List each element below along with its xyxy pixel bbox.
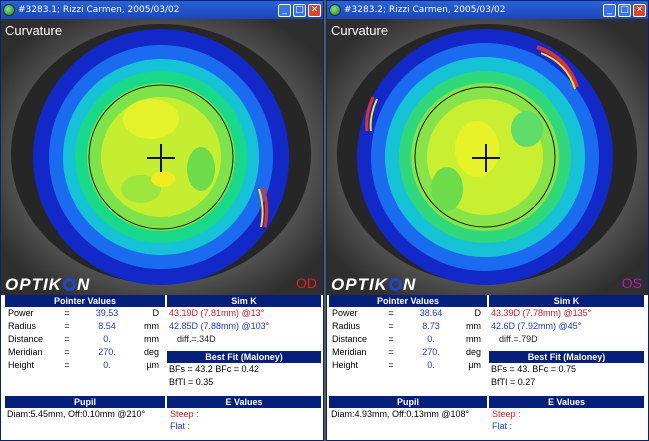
best-fit-bfs: BFs = 43.2 BFc = 0.42 (169, 364, 260, 374)
curvature-map-image (327, 19, 648, 295)
window-titlebar[interactable]: #3283.2; Rizzi Carmen, 2005/03/02 _ □ ✕ (327, 1, 648, 19)
pointer-row-radius: Radius = 8.73 mm (332, 321, 481, 331)
values-panels: Pointer Values Power = 38.64 D Radius = 8.73 m… (327, 295, 648, 440)
pointer-row-meridian: Meridian = 270. deg (8, 347, 159, 357)
curvature-map-image (1, 19, 323, 295)
panel-header: Sim K (167, 295, 321, 307)
panel-header: Sim K (489, 295, 644, 307)
eye-label: OD (296, 275, 317, 291)
e-values-steep: Steep : (492, 409, 521, 419)
pupil-text: Diam:5.45mm, Off:0.10mm @210° (7, 409, 146, 419)
minimize-button[interactable]: _ (278, 3, 291, 17)
curvature-map[interactable]: Curvature OPTIK N OS (327, 19, 648, 295)
e-values-panel: E Values Steep : Flat : (489, 396, 644, 436)
map-type-label: Curvature (5, 23, 63, 38)
close-button[interactable]: ✕ (308, 3, 321, 17)
simk-flat: 42.6D (7.92mm) @45° (491, 321, 582, 331)
map-type-label: Curvature (331, 23, 389, 38)
e-values-flat: Flat : (492, 421, 513, 431)
panel-header: Pointer Values (329, 295, 487, 307)
pointer-row-power: Power = 39.53 D (8, 308, 159, 318)
close-button[interactable]: ✕ (633, 3, 646, 17)
pointer-row-height: Height = 0. µm (8, 360, 159, 370)
brand-logo: OPTIK N (331, 275, 417, 294)
minimize-button[interactable]: _ (603, 3, 616, 17)
topography-window-od[interactable]: #3283.1; Rizzi Carmen, 2005/03/02 _ □ ✕ (0, 0, 324, 441)
panel-header: Pupil (329, 396, 487, 408)
curvature-map[interactable]: Curvature OPTIK N OD (1, 19, 323, 295)
pupil-text: Diam:4.93mm, Off:0.13mm @108° (331, 409, 470, 419)
pupil-panel: Pupil Diam:5.45mm, Off:0.10mm @210° (5, 396, 165, 426)
topography-window-os[interactable]: #3283.2; Rizzi Carmen, 2005/03/02 _ □ ✕ (326, 0, 649, 441)
pointer-row-distance: Distance = 0. mm (8, 334, 159, 344)
maximize-button[interactable]: □ (293, 3, 306, 17)
panel-header: Best Fit (Maloney) (489, 351, 644, 363)
simk-steep: 43.19D (7.81mm) @13° (169, 308, 265, 318)
eye-label: OS (621, 275, 642, 291)
best-fit-bfs: BFs = 43. BFc = 0.75 (491, 364, 577, 374)
simk-panel: Sim K 43.19D (7.81mm) @13° 42.85D (7.88m… (167, 295, 321, 349)
pointer-row-distance: Distance = 0. mm (332, 334, 481, 344)
panel-header: E Values (167, 396, 321, 408)
pointer-values-panel: Pointer Values Power = 39.53 D Radius = 8.54 m… (5, 295, 165, 387)
best-fit-bfti: BfTI = 0.27 (491, 377, 536, 387)
pointer-values-panel: Pointer Values Power = 38.64 D Radius = 8.73 m… (329, 295, 487, 387)
simk-diff: diff.=.79D (499, 334, 538, 344)
pointer-row-height: Height = 0. µm (332, 360, 481, 370)
brand-logo: OPTIK N (5, 275, 91, 294)
window-title: #3283.1; Rizzi Carmen, 2005/03/02 (18, 5, 180, 15)
pointer-row-power: Power = 38.64 D (332, 308, 481, 318)
values-panels: Pointer Values Power = 39.53 D Radius = 8.54 m… (1, 295, 323, 440)
simk-diff: diff.=.34D (177, 334, 216, 344)
window-titlebar[interactable]: #3283.1; Rizzi Carmen, 2005/03/02 _ □ ✕ (1, 1, 323, 19)
best-fit-panel: Best Fit (Maloney) BFs = 43.2 BFc = 0.42… (167, 351, 321, 391)
window-title: #3283.2; Rizzi Carmen, 2005/03/02 (344, 5, 506, 15)
maximize-button[interactable]: □ (618, 3, 631, 17)
e-values-panel: E Values Steep : Flat : (167, 396, 321, 436)
panel-header: Best Fit (Maloney) (167, 351, 321, 363)
pointer-row-radius: Radius = 8.54 mm (8, 321, 159, 331)
pointer-row-meridian: Meridian = 270. deg (332, 347, 481, 357)
panel-header: E Values (489, 396, 644, 408)
simk-panel: Sim K 43.39D (7.78mm) @135° 42.6D (7.92m… (489, 295, 644, 349)
panel-header: Pupil (5, 396, 165, 408)
e-values-flat: Flat : (170, 421, 191, 431)
pupil-panel: Pupil Diam:4.93mm, Off:0.13mm @108° (329, 396, 487, 426)
simk-flat: 42.85D (7.88mm) @103° (169, 321, 270, 331)
e-values-steep: Steep : (170, 409, 199, 419)
app-icon (329, 4, 341, 16)
best-fit-bfti: BfTI = 0.35 (169, 377, 214, 387)
simk-steep: 43.39D (7.78mm) @135° (491, 308, 592, 318)
panel-header: Pointer Values (5, 295, 165, 307)
best-fit-panel: Best Fit (Maloney) BFs = 43. BFc = 0.75 … (489, 351, 644, 391)
app-icon (3, 4, 15, 16)
